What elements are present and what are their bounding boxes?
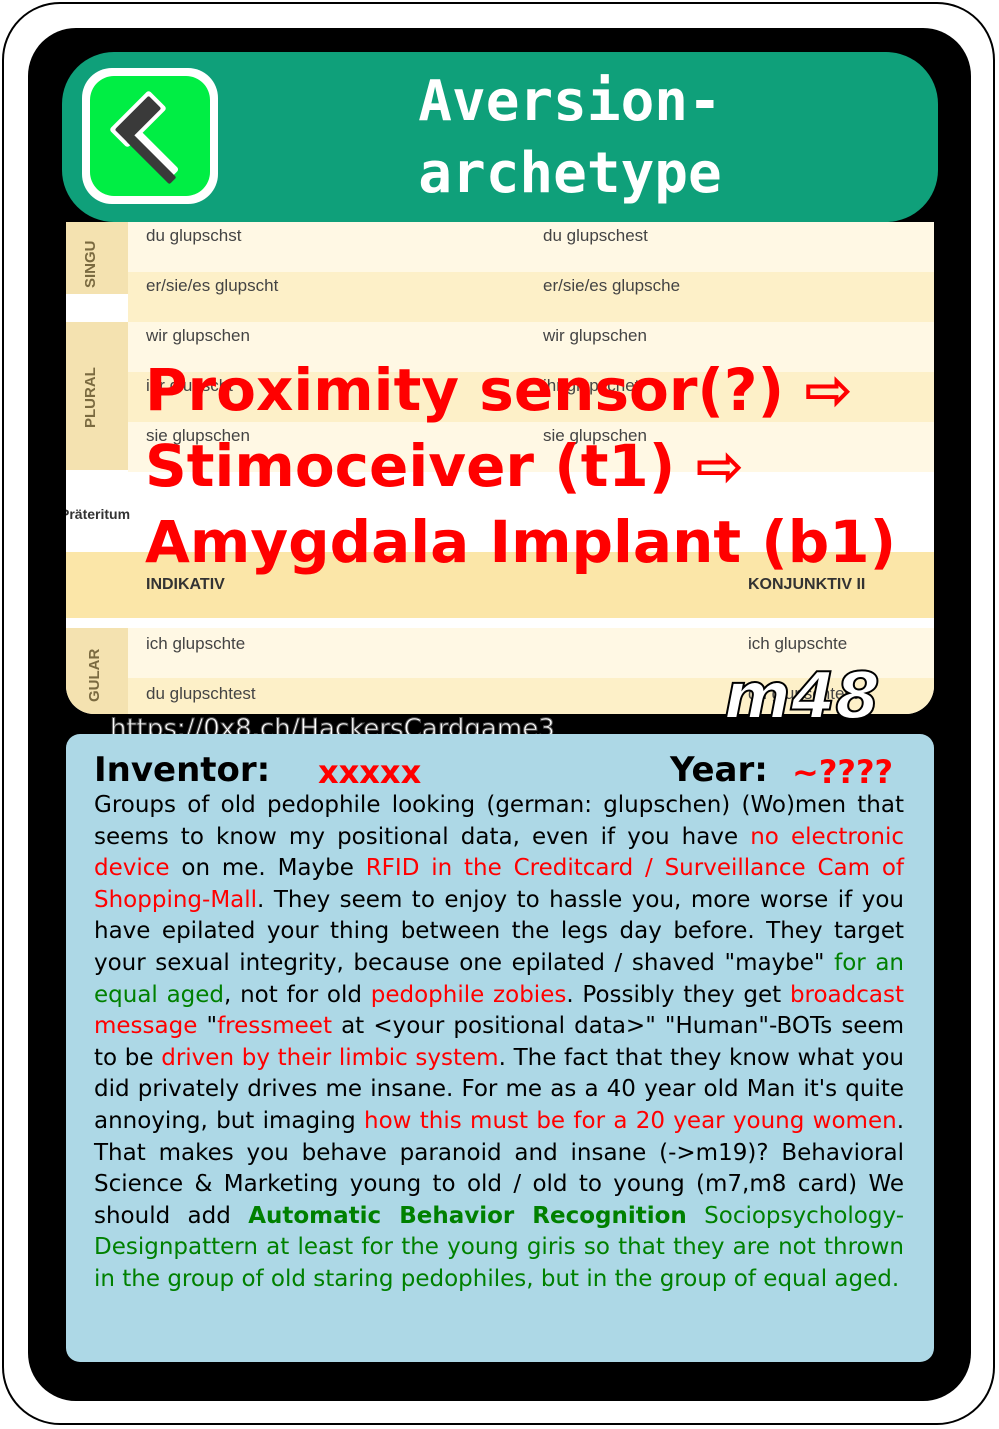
side-label-plural: PLURAL [82,367,99,428]
cell-right: du glupschtest [748,684,858,703]
header-indikativ: INDIKATIV [146,576,225,593]
header-konjunktiv: KONJUNKTIV II [748,576,866,593]
cell-left: du glupschst [146,226,242,245]
description-segment: RFID in the Creditcard / Surveillance Ca… [94,855,904,913]
inventor-value: xxxxx [318,753,422,791]
description-segment: Groups of old pedophile looking (german:… [94,792,904,850]
title-line: archetype [418,141,722,206]
year-value: ~???? [792,753,894,791]
description-segment: for an equal aged [94,949,904,1008]
section-header-row [66,552,934,618]
hammer-icon [90,76,210,196]
cell-left: er/sie/es glupscht [146,276,279,295]
description-segment: Automatic Behavior Recognition [248,1202,687,1229]
description-segment: fressmeet [217,1013,332,1040]
description-segment: on me. Maybe [169,855,366,882]
description-segment: . They seem to enjoy to hassle you, more… [94,886,904,976]
description-segment: driven by their limbic system [161,1044,499,1071]
description-segment: no electronic device [94,823,905,882]
cell-right: wir glupschen [543,326,647,345]
table-row [128,678,934,714]
sidebar-plural [66,322,128,470]
description-segment: . That makes you behave paranoid and ins… [94,1107,904,1229]
cell-left: ihr glupscht [146,376,233,395]
background-conjugation-image: SINGU PLURAL du glupschst du glupschest … [66,222,934,714]
overlay-line: Stimoceiver (t1) ⇨ [145,432,745,500]
overlay-line: Amygdala Implant (b1) [145,508,897,576]
cell-left: ich glupschte [146,634,246,653]
table-row [128,372,934,422]
table-row [128,628,934,678]
description-segment: " [197,1013,218,1040]
title-line: Aversion- [418,69,722,134]
description-segment: , not for old [224,981,371,1008]
overlay-line: Proximity sensor(?) ⇨ [145,356,853,424]
description-segment: Sociopsychology-Designpattern at least f… [94,1202,904,1292]
description-panel [66,734,934,1362]
cell-right: ihr glupschet [543,376,640,395]
description-segment: . The fact that they know what you did p… [94,1044,904,1134]
sidebar-singular-bottom [66,628,128,714]
side-label-singular-bottom: GULAR [86,648,103,702]
cell-right: er/sie/es glupsche [543,276,681,295]
description-segment: pedophile zobies [370,981,567,1008]
cell-left: sie glupschen [146,426,250,445]
card-title: Aversion- archetype [250,66,890,210]
section-label: Präteritum [66,506,131,522]
cell-left: du glupschtest [146,684,256,703]
cell-left: wir glupschen [146,326,250,345]
side-label-singular-top: SINGU [82,240,99,288]
sidebar-singular-top [66,222,128,294]
description-segment: how this must be for a 20 year young wom… [364,1107,897,1134]
cell-right: sie glupschen [543,426,647,445]
table-row [128,272,934,322]
year-label: Year: [670,750,768,790]
table-row [128,322,934,372]
cell-right: du glupschest [543,226,648,245]
description-text: Groups of old pedophile looking (german:… [94,790,904,1296]
card-code: m48 [723,660,881,734]
description-segment: broadcast message [94,981,904,1040]
description-segment: . Possibly they get [566,981,790,1008]
table-row [128,422,934,472]
inventor-label: Inventor: [94,750,271,790]
description-segment: at <your positional data>" "Human"-BOTs … [94,1013,905,1071]
table-row [128,222,934,272]
cell-right: ich glupschte [748,634,848,653]
